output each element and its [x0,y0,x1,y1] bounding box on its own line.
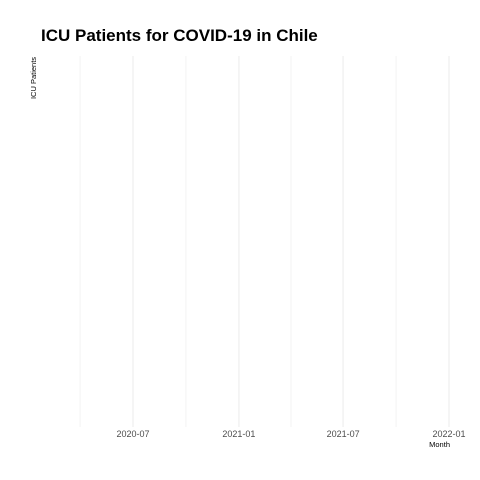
x-axis-ticks: 2020-07 2021-01 2021-07 2022-01 [116,429,465,439]
x-tick-label: 2021-07 [327,429,360,439]
x-tick-label: 2021-01 [222,429,255,439]
gridlines [79,56,450,427]
y-axis-title: ICU Patients [29,57,38,99]
chart-title: ICU Patients for COVID-19 in Chile [41,26,318,45]
x-axis-title: Month [429,440,450,449]
x-tick-label: 2020-07 [116,429,149,439]
x-tick-label: 2022-01 [432,429,465,439]
